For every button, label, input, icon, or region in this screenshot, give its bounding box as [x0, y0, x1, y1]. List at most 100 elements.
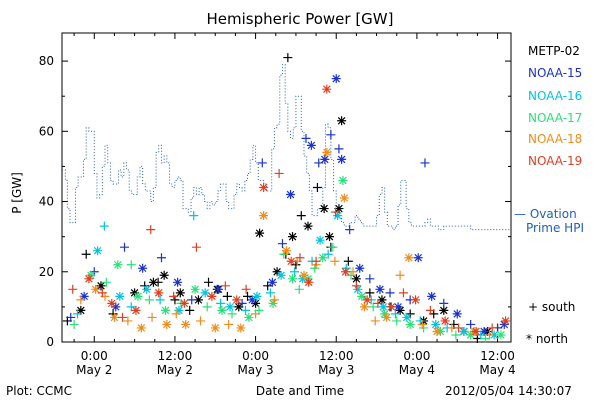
point-noaa18: [432, 326, 442, 336]
point-metp02: [185, 305, 195, 315]
point-noaa18: [299, 270, 309, 280]
point-metp02: [343, 256, 353, 266]
point-noaa19: [286, 256, 296, 266]
point-noaa17: [466, 330, 476, 340]
point-noaa16: [290, 267, 300, 277]
point-metp02: [193, 295, 203, 305]
point-noaa15: [120, 242, 130, 252]
point-noaa19: [232, 295, 242, 305]
point-noaa16: [298, 274, 308, 284]
point-metp02: [243, 291, 253, 301]
point-noaa19: [274, 168, 284, 178]
point-noaa17: [144, 295, 154, 305]
plot-credit: Plot: CCMC: [6, 384, 72, 398]
y-tick-label: 80: [39, 54, 54, 68]
x-tick-time-label: 12:00: [319, 349, 354, 363]
point-noaa15: [452, 309, 462, 319]
x-axis-label: Date and Time: [255, 384, 345, 398]
x-tick-day-label: May 2: [76, 363, 112, 377]
point-noaa17: [133, 291, 143, 301]
point-noaa17: [227, 309, 237, 319]
point-noaa15: [334, 144, 344, 154]
point-noaa16: [225, 302, 235, 312]
point-noaa17: [294, 284, 304, 294]
point-noaa18: [195, 316, 205, 326]
point-noaa16: [155, 295, 165, 305]
point-noaa19: [146, 225, 156, 235]
point-noaa16: [333, 211, 343, 221]
point-noaa18: [359, 302, 369, 312]
point-noaa15: [385, 288, 395, 298]
legend-ovation-line2: Prime HPI: [526, 221, 584, 235]
point-metp02: [130, 288, 140, 298]
point-metp02: [303, 221, 313, 231]
point-noaa16: [200, 288, 210, 298]
point-noaa19: [351, 281, 361, 291]
point-noaa18: [210, 323, 220, 333]
point-noaa17: [303, 274, 313, 284]
point-noaa18: [136, 323, 146, 333]
point-noaa16: [323, 249, 333, 259]
point-noaa17: [368, 302, 378, 312]
point-noaa17: [86, 270, 96, 280]
x-tick-day-label: May 3: [318, 363, 354, 377]
point-metp02: [296, 211, 306, 221]
point-noaa17: [357, 291, 367, 301]
point-noaa19: [84, 274, 94, 284]
point-noaa16: [476, 330, 486, 340]
point-noaa19: [295, 253, 305, 263]
point-metp02: [81, 249, 91, 259]
y-tick-label: 60: [39, 124, 54, 138]
point-noaa19: [97, 288, 107, 298]
point-noaa17: [244, 312, 254, 322]
point-noaa17: [268, 298, 278, 308]
point-metp02: [283, 53, 293, 63]
point-noaa18: [224, 319, 234, 329]
point-noaa15: [277, 239, 287, 249]
point-noaa16: [126, 302, 136, 312]
point-noaa16: [265, 288, 275, 298]
point-noaa19: [362, 295, 372, 305]
point-noaa18: [382, 312, 392, 322]
point-noaa19: [107, 298, 117, 308]
point-metp02: [319, 204, 329, 214]
point-noaa17: [126, 260, 136, 270]
point-noaa18: [269, 295, 279, 305]
point-noaa15: [214, 284, 224, 294]
point-noaa16: [315, 235, 325, 245]
point-noaa18: [330, 256, 340, 266]
point-noaa15: [79, 291, 89, 301]
point-noaa15: [337, 154, 347, 164]
point-noaa17: [392, 316, 402, 326]
point-metp02: [395, 305, 405, 315]
x-tick-time-label: 0:00: [81, 349, 108, 363]
y-tick-label: 20: [39, 265, 54, 279]
point-metp02: [263, 281, 273, 291]
point-metp02: [272, 267, 282, 277]
point-metp02: [334, 204, 344, 214]
point-metp02: [312, 183, 322, 192]
symbol-key-south: + south: [528, 300, 576, 314]
point-noaa17: [217, 305, 227, 315]
point-noaa15: [156, 253, 166, 263]
point-noaa15: [173, 277, 183, 287]
point-metp02: [351, 274, 361, 284]
point-noaa16: [72, 309, 82, 319]
point-noaa18: [322, 147, 332, 157]
point-noaa19: [471, 326, 481, 336]
legend-metp02: METP-02: [528, 44, 580, 58]
point-noaa18: [91, 284, 101, 294]
point-noaa15: [326, 130, 336, 140]
point-noaa19: [454, 323, 464, 333]
point-noaa15: [355, 263, 365, 273]
point-noaa15: [301, 133, 311, 143]
x-tick-time-label: 0:00: [403, 349, 430, 363]
point-noaa19: [207, 291, 217, 301]
point-noaa15: [466, 319, 476, 329]
legend-noaa19: NOAA-19: [528, 154, 583, 168]
point-noaa19: [398, 288, 408, 298]
point-noaa15: [237, 298, 247, 308]
point-noaa19: [191, 242, 201, 252]
point-noaa16: [252, 291, 262, 301]
